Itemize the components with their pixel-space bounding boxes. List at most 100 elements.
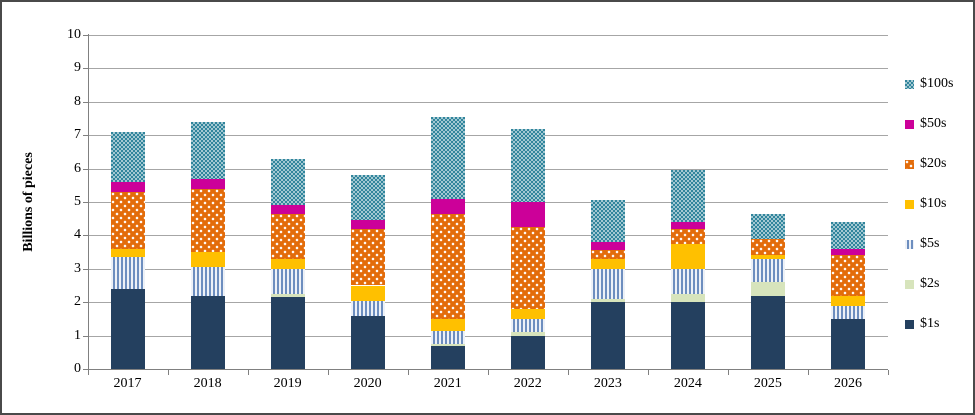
bar-segment-2017-1s xyxy=(110,288,145,369)
legend-label-100s: $100s xyxy=(920,76,954,91)
bar-segment-2020-100s xyxy=(350,175,385,221)
bar-segment-2017-100s xyxy=(110,131,145,182)
x-tick-label-2017: 2017 xyxy=(113,376,142,391)
y-tick-mark-10 xyxy=(82,35,88,36)
bar-segment-2026-1s xyxy=(830,318,865,369)
bar-segment-2026-100s xyxy=(830,222,865,249)
bar-segment-2022-5s xyxy=(510,318,545,333)
bar-segment-2020-5s xyxy=(350,300,385,316)
x-tick-mark-3 xyxy=(327,370,329,375)
y-tick-mark-7 xyxy=(82,135,88,137)
y-tick-label-6: 6 xyxy=(74,160,81,176)
legend-item-50s: $50s xyxy=(905,104,953,144)
x-tick-mark-0 xyxy=(87,370,89,375)
bar-segment-2017-50s xyxy=(110,181,145,192)
y-tick-label-3: 3 xyxy=(74,260,81,276)
legend-swatch-5s-icon xyxy=(905,239,914,249)
bar-segment-2017-5s xyxy=(110,257,145,289)
x-tick-label-2021: 2021 xyxy=(433,376,462,391)
bar-segment-2026-50s xyxy=(830,248,865,256)
bar-segment-2023-1s xyxy=(590,302,625,369)
x-tick-mark-1 xyxy=(167,370,169,375)
bar-segment-2021-2s xyxy=(430,343,465,346)
bar-segment-2019-10s xyxy=(270,258,305,269)
bar-segment-2023-2s xyxy=(590,298,625,303)
gridline-3 xyxy=(87,268,888,270)
legend-item-5s: $5s xyxy=(905,224,953,264)
gridline-4 xyxy=(87,235,888,237)
y-tick-label-2: 2 xyxy=(74,294,81,310)
bar-segment-2025-2s xyxy=(750,282,785,296)
x-tick-label-2026: 2026 xyxy=(833,376,862,391)
bar-segment-2018-50s xyxy=(190,178,225,189)
bar-segment-2021-20s xyxy=(430,213,465,319)
bar-segment-2020-10s xyxy=(350,285,385,301)
bar-segment-2024-100s xyxy=(670,170,705,223)
legend-label-50s: $50s xyxy=(920,116,947,131)
bar-segment-2021-100s xyxy=(430,116,465,199)
bar-segment-2026-20s xyxy=(830,255,865,296)
bar-segment-2024-1s xyxy=(670,302,705,369)
bar-segment-2020-50s xyxy=(350,220,385,229)
legend-item-20s: $20s xyxy=(905,144,953,184)
y-tick-mark-4 xyxy=(82,235,88,237)
legend-swatch-1s-icon xyxy=(905,319,914,329)
bar-segment-2025-100s xyxy=(750,213,785,239)
x-tick-mark-8 xyxy=(727,370,729,375)
y-tick-label-9: 9 xyxy=(74,60,81,76)
x-axis-line xyxy=(87,369,888,370)
legend-label-1s: $1s xyxy=(920,316,940,331)
bar-segment-2024-2s xyxy=(670,293,705,303)
y-tick-mark-3 xyxy=(82,268,88,270)
bar-segment-2022-10s xyxy=(510,308,545,319)
y-tick-mark-1 xyxy=(82,335,88,337)
y-tick-mark-8 xyxy=(82,101,88,103)
gridline-5 xyxy=(87,202,888,203)
bar-segment-2024-5s xyxy=(670,268,705,294)
y-tick-mark-6 xyxy=(82,168,88,170)
bar-segment-2021-1s xyxy=(430,345,465,369)
x-tick-mark-6 xyxy=(567,370,569,375)
bar-segment-2024-50s xyxy=(670,222,705,229)
gridline-9 xyxy=(87,68,888,70)
bar-segment-2019-5s xyxy=(270,268,305,294)
y-tick-mark-2 xyxy=(82,302,88,304)
y-tick-label-4: 4 xyxy=(74,227,81,243)
legend-label-2s: $2s xyxy=(920,276,940,291)
x-tick-mark-7 xyxy=(647,370,649,375)
legend: $100s $50s $20s $10s $5s $2s $1s xyxy=(905,64,953,344)
bar-segment-2025-10s xyxy=(750,255,785,259)
bar-segment-2019-1s xyxy=(270,297,305,369)
y-tick-label-1: 1 xyxy=(74,327,81,343)
legend-label-20s: $20s xyxy=(920,156,947,171)
x-tick-label-2023: 2023 xyxy=(593,376,622,391)
x-tick-label-2020: 2020 xyxy=(353,376,382,391)
y-tick-label-0: 0 xyxy=(74,361,81,376)
gridline-7 xyxy=(87,135,888,137)
x-tick-label-2018: 2018 xyxy=(193,376,222,391)
x-tick-mark-10 xyxy=(888,370,889,375)
bar-segment-2023-5s xyxy=(590,268,625,299)
y-tick-mark-9 xyxy=(82,68,88,70)
y-tick-label-10: 10 xyxy=(67,27,81,42)
legend-item-10s: $10s xyxy=(905,184,953,224)
legend-swatch-20s-icon xyxy=(905,159,914,169)
bar-segment-2022-50s xyxy=(510,202,545,228)
gridline-2 xyxy=(87,302,888,304)
bar-segment-2022-100s xyxy=(510,128,545,202)
bar-segment-2017-10s xyxy=(110,248,145,258)
legend-swatch-2s-icon xyxy=(905,279,914,289)
y-tick-label-5: 5 xyxy=(74,194,81,209)
y-axis-line xyxy=(87,34,89,374)
x-tick-label-2019: 2019 xyxy=(273,376,302,391)
bar-segment-2025-1s xyxy=(750,295,785,369)
bar-segment-2026-10s xyxy=(830,295,865,306)
bar-segment-2023-100s xyxy=(590,200,625,243)
y-tick-mark-0 xyxy=(82,369,88,370)
x-tick-mark-5 xyxy=(487,370,489,375)
x-tick-label-2025: 2025 xyxy=(753,376,782,391)
bar-segment-2020-20s xyxy=(350,228,385,286)
legend-swatch-10s-icon xyxy=(905,199,914,209)
